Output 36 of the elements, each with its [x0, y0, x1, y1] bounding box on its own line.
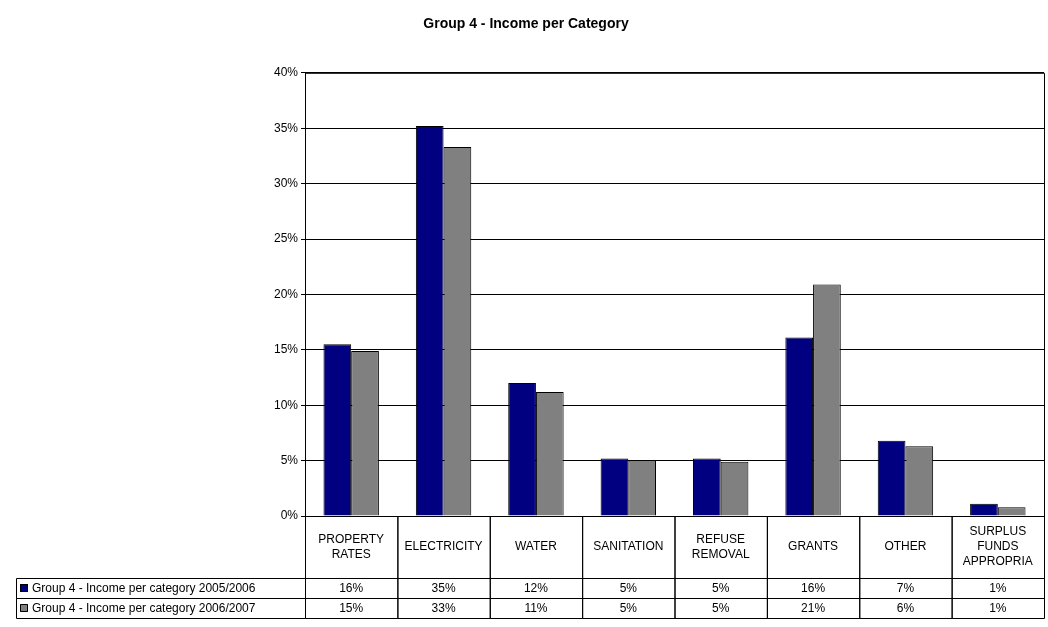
data-label: 5% — [712, 581, 730, 596]
data-label: 5% — [619, 601, 638, 616]
x-tick-label: REFUSE REMOVAL — [691, 531, 750, 561]
data-label: 5% — [712, 601, 730, 616]
data-label: 33% — [431, 601, 456, 616]
y-tick-label: 15% — [273, 342, 299, 357]
data-label: 12% — [523, 581, 549, 596]
data-label: 35% — [431, 581, 456, 596]
legend-label: Group 4 - Income per category 2006/2007 — [32, 601, 256, 616]
data-label: 5% — [619, 581, 638, 596]
y-tick-label: 25% — [273, 231, 299, 246]
data-label: 1% — [989, 601, 1007, 616]
data-label: 11% — [524, 601, 548, 616]
y-tick-label: 10% — [273, 397, 299, 412]
x-tick-label: SANITATION — [593, 539, 664, 554]
y-tick-label: 0% — [280, 508, 299, 523]
y-tick-label: 35% — [273, 120, 299, 135]
y-tick-label: 30% — [273, 175, 299, 190]
x-tick-label: OTHER — [884, 539, 927, 554]
data-label: 16% — [339, 581, 364, 596]
y-tick-label: 5% — [280, 452, 299, 467]
data-label: 6% — [896, 601, 915, 616]
x-tick-label: WATER — [514, 539, 558, 554]
data-label: 15% — [339, 601, 364, 616]
x-tick-label: SURPLUS FUNDS APPROPRIA — [962, 524, 1033, 569]
data-label: 7% — [896, 581, 915, 596]
chart-title: Group 4 - Income per Category — [423, 15, 629, 32]
x-tick-label: ELECTRICITY — [404, 539, 483, 554]
x-tick-label: GRANTS — [788, 539, 839, 554]
data-label: 1% — [989, 581, 1007, 596]
y-tick-label: 40% — [273, 65, 299, 80]
y-tick-label: 20% — [273, 286, 299, 301]
data-label: 16% — [801, 581, 826, 596]
legend-label: Group 4 - Income per category 2005/2006 — [32, 581, 256, 596]
x-tick-label: PROPERTY RATES — [318, 531, 385, 561]
data-label: 21% — [801, 601, 826, 616]
